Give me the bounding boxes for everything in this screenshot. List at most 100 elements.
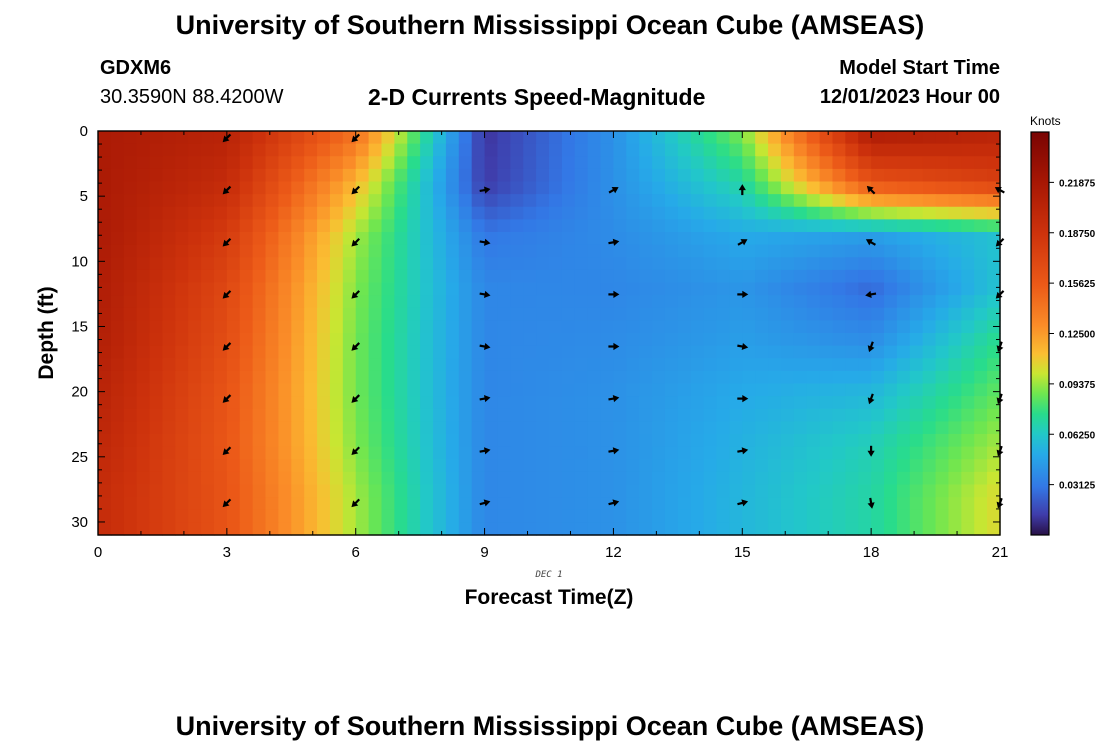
- heatmap-cell: [549, 307, 563, 321]
- heatmap-cell: [458, 219, 473, 233]
- heatmap-cell: [884, 358, 898, 372]
- heatmap-cell: [755, 434, 769, 448]
- heatmap-cell: [329, 194, 344, 208]
- heatmap-cell: [381, 421, 395, 435]
- heatmap-cell: [871, 143, 885, 157]
- heatmap-cell: [677, 497, 692, 511]
- heatmap-cell: [317, 383, 331, 397]
- heatmap-cell: [162, 396, 176, 410]
- heatmap-cell: [433, 206, 447, 220]
- heatmap-cell: [626, 522, 640, 536]
- heatmap-cell: [226, 408, 241, 422]
- model-start-label: Model Start Time: [839, 57, 1000, 79]
- heatmap-cell: [652, 206, 666, 220]
- heatmap-cell: [175, 408, 189, 422]
- heatmap-cell: [948, 307, 962, 321]
- heatmap-cell: [510, 181, 524, 195]
- heatmap-cell: [871, 522, 885, 536]
- heatmap-cell: [445, 333, 460, 347]
- heatmap-cell: [445, 471, 460, 486]
- heatmap-cell: [342, 143, 357, 157]
- x-tick-label: 18: [863, 544, 880, 561]
- heatmap-cell: [252, 206, 267, 220]
- heatmap-cell: [317, 232, 331, 246]
- heatmap-cell: [497, 295, 511, 309]
- heatmap-cell: [523, 446, 537, 460]
- heatmap-cell: [664, 333, 679, 347]
- heatmap-cell: [458, 358, 473, 372]
- heatmap-cell: [458, 194, 473, 208]
- heatmap-cell: [690, 295, 705, 309]
- heatmap-cell: [471, 484, 486, 498]
- heatmap-cell: [677, 168, 692, 183]
- heatmap-cell: [961, 307, 975, 321]
- heatmap-cell: [278, 345, 292, 359]
- heatmap-cell: [600, 434, 615, 448]
- heatmap-cell: [987, 219, 1001, 233]
- heatmap-cell: [909, 408, 924, 422]
- heatmap-cell: [755, 232, 769, 246]
- heatmap-cell: [123, 269, 138, 284]
- heatmap-cell: [149, 181, 164, 195]
- heatmap-cell: [136, 257, 151, 271]
- heatmap-cell: [497, 156, 511, 170]
- heatmap-cell: [110, 333, 125, 347]
- heatmap-cell: [484, 421, 499, 435]
- heatmap-cell: [484, 459, 499, 473]
- heatmap-cell: [600, 194, 615, 208]
- heatmap-cell: [381, 459, 395, 473]
- heatmap-cell: [948, 396, 962, 410]
- heatmap-cell: [471, 219, 486, 233]
- colorbar-ticks: 0.218750.187500.156250.125000.093750.062…: [1049, 178, 1096, 492]
- heatmap-cell: [445, 131, 460, 145]
- heatmap-cell: [690, 244, 705, 258]
- heatmap-cell: [703, 206, 718, 220]
- heatmap-cell: [136, 408, 151, 422]
- heatmap-cell: [974, 232, 988, 246]
- heatmap-cell: [162, 370, 176, 385]
- heatmap-cell: [819, 168, 834, 183]
- heatmap-cell: [458, 333, 473, 347]
- heatmap-cell: [471, 408, 486, 422]
- heatmap-cell: [703, 131, 718, 145]
- plot-frame: [97, 130, 1001, 536]
- heatmap-cell: [355, 206, 370, 220]
- heatmap-cell: [317, 244, 331, 258]
- heatmap-cell: [935, 143, 950, 157]
- heatmap-cell: [677, 307, 692, 321]
- heatmap-cell: [162, 383, 176, 397]
- heatmap-cell: [317, 497, 331, 511]
- heatmap-cell: [600, 257, 615, 271]
- heatmap-cell: [549, 383, 563, 397]
- heatmap-cell: [420, 320, 434, 334]
- y-tick-label: 5: [80, 188, 88, 205]
- heatmap-cell: [948, 421, 962, 435]
- heatmap-cell: [845, 320, 859, 334]
- heatmap-cell: [110, 244, 125, 258]
- heatmap-cell: [742, 509, 756, 523]
- chart-subtitle: 2-D Currents Speed-Magnitude: [368, 84, 706, 110]
- heatmap-cell: [974, 244, 988, 258]
- heatmap-cell: [922, 194, 937, 208]
- heatmap-cell: [394, 421, 408, 435]
- heatmap-cell: [561, 358, 576, 372]
- heatmap-cell: [768, 232, 782, 246]
- heatmap-cell: [703, 509, 718, 523]
- heatmap-cell: [162, 446, 176, 460]
- heatmap-cell: [974, 181, 988, 195]
- current-vector-arrow: [479, 238, 491, 246]
- colorbar-tick-label: 0.06250: [1059, 430, 1096, 441]
- heatmap-cell: [935, 206, 950, 220]
- heatmap-cell: [587, 206, 602, 220]
- heatmap-cell: [935, 320, 950, 334]
- heatmap-cell: [806, 320, 821, 334]
- heatmap-cell: [600, 307, 615, 321]
- heatmap-cell: [407, 333, 421, 347]
- heatmap-cell: [909, 131, 924, 145]
- heatmap-cell: [884, 497, 898, 511]
- heatmap-cell: [149, 219, 164, 233]
- heatmap-cell: [188, 307, 202, 321]
- heatmap-cell: [265, 358, 279, 372]
- heatmap-cell: [98, 181, 112, 195]
- heatmap-cell: [549, 333, 563, 347]
